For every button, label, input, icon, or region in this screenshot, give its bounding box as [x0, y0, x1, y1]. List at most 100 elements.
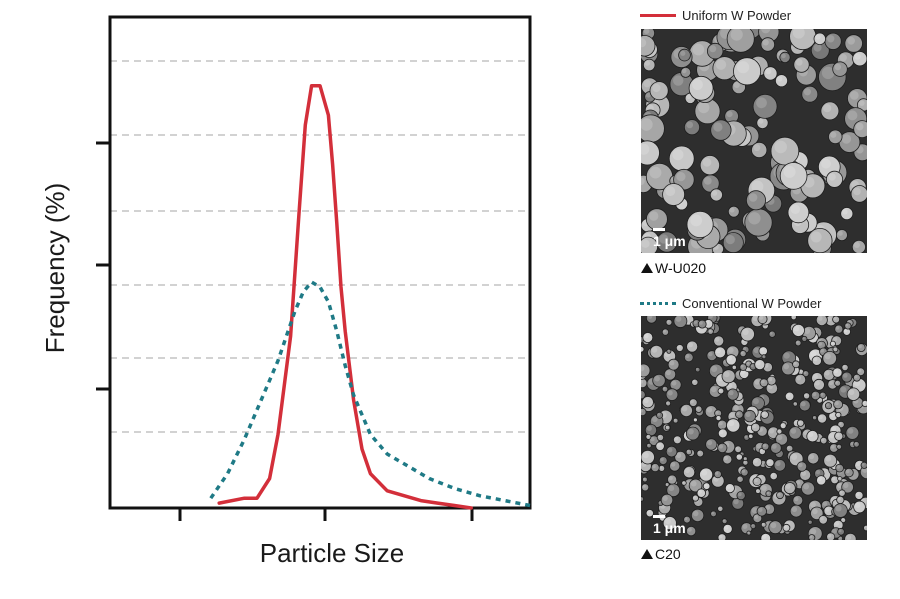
sem-particle: [695, 405, 703, 413]
sem-particle: [721, 518, 728, 525]
sem-highlight: [817, 476, 822, 481]
legend-label-conventional: Conventional W Powder: [682, 296, 822, 311]
sem-highlight: [680, 50, 686, 56]
sem-highlight: [684, 467, 690, 474]
sem-particle: [816, 475, 827, 486]
sem-particle: [710, 510, 717, 518]
sem-particle: [863, 524, 867, 532]
sem-highlight: [824, 370, 830, 376]
sem-particle: [678, 48, 691, 62]
sem-highlight: [652, 83, 661, 93]
sem-highlight: [831, 426, 837, 432]
sem-highlight: [692, 79, 703, 91]
sem-highlight: [783, 525, 787, 529]
sem-highlight: [854, 442, 857, 445]
sem-highlight: [777, 76, 783, 82]
sem-highlight: [729, 412, 735, 418]
sem-highlight: [687, 527, 692, 532]
sem-particle: [717, 442, 728, 453]
sem-particle: [702, 482, 711, 490]
sem-highlight: [652, 464, 656, 469]
sem-highlight: [846, 534, 852, 540]
sem-particle: [823, 453, 838, 468]
sem-highlight: [758, 118, 764, 124]
sem-highlight: [835, 381, 838, 384]
sem-highlight: [671, 380, 677, 386]
sem-highlight: [688, 342, 693, 348]
sem-particle: [828, 129, 843, 145]
sem-highlight: [843, 373, 848, 378]
sem-highlight: [803, 371, 807, 375]
sem-highlight: [641, 409, 643, 413]
sem-highlight: [704, 483, 708, 487]
sem-highlight: [759, 316, 764, 320]
sem-highlight: [718, 506, 721, 510]
sem-highlight: [803, 483, 810, 490]
scale-bar-label: 1 μm: [653, 520, 686, 536]
sem-particle: [705, 438, 718, 451]
sem-particle: [801, 85, 819, 103]
sem-highlight: [675, 316, 682, 322]
sem-highlight: [760, 347, 764, 352]
sem-highlight: [693, 495, 696, 499]
sem-particle: [790, 316, 797, 321]
sem-highlight: [810, 231, 822, 243]
sem-particle: [713, 470, 722, 479]
sem-particle: [717, 419, 728, 430]
sem-highlight: [660, 457, 664, 462]
sem-highlight: [647, 443, 650, 446]
sem-highlight: [708, 316, 713, 319]
sem-particle: [693, 417, 698, 423]
sem-particle: [760, 532, 771, 540]
sem-highlight: [855, 502, 861, 508]
sem-highlight: [820, 516, 824, 521]
sem-highlight: [831, 528, 837, 534]
sem-particle: [641, 407, 647, 417]
sem-highlight: [769, 331, 773, 335]
sem-particle: [683, 515, 691, 524]
sem-highlight: [756, 360, 761, 366]
legend-item-conventional: Conventional W Powder: [640, 296, 821, 311]
sem-highlight: [673, 418, 676, 421]
sem-particle: [819, 436, 828, 445]
sem-highlight: [723, 371, 730, 378]
sem-highlight: [742, 328, 749, 336]
sem-highlight: [783, 165, 796, 178]
sem-highlight: [659, 234, 669, 244]
sem-highlight: [777, 429, 780, 432]
sem-particle: [735, 410, 744, 419]
sem-particle: [641, 450, 655, 465]
sem-highlight: [771, 443, 777, 449]
sem-particle: [800, 481, 815, 496]
sem-highlight: [740, 364, 744, 368]
sem-particle: [727, 205, 740, 218]
sem-highlight: [759, 449, 763, 452]
sem-highlight: [761, 29, 771, 34]
sem-highlight: [855, 122, 864, 131]
sem-highlight: [822, 501, 828, 506]
sem-particle: [840, 517, 847, 524]
sem-highlight: [794, 496, 799, 502]
sem-highlight: [858, 344, 862, 349]
sem-highlight: [832, 337, 838, 342]
sem-highlight: [743, 457, 746, 459]
sem-highlight: [742, 524, 748, 529]
sem-highlight: [698, 489, 702, 494]
sem-particle: [724, 483, 735, 494]
sem-particle: [685, 426, 700, 441]
sem-particle: [807, 519, 813, 525]
sem-highlight: [854, 53, 861, 60]
sem-particle: [717, 505, 724, 512]
sem-particle: [754, 359, 766, 371]
sem-particle: [844, 532, 857, 540]
sem-highlight: [686, 449, 690, 453]
sem-particle: [656, 411, 664, 419]
sem-particle: [690, 508, 705, 522]
sem-highlight: [848, 389, 855, 396]
sem-highlight: [707, 440, 713, 446]
sem-highlight: [735, 446, 739, 450]
sem-highlight: [658, 435, 661, 438]
sem-highlight: [812, 373, 818, 379]
sem-highlight: [737, 61, 750, 74]
sem-highlight: [681, 405, 688, 412]
